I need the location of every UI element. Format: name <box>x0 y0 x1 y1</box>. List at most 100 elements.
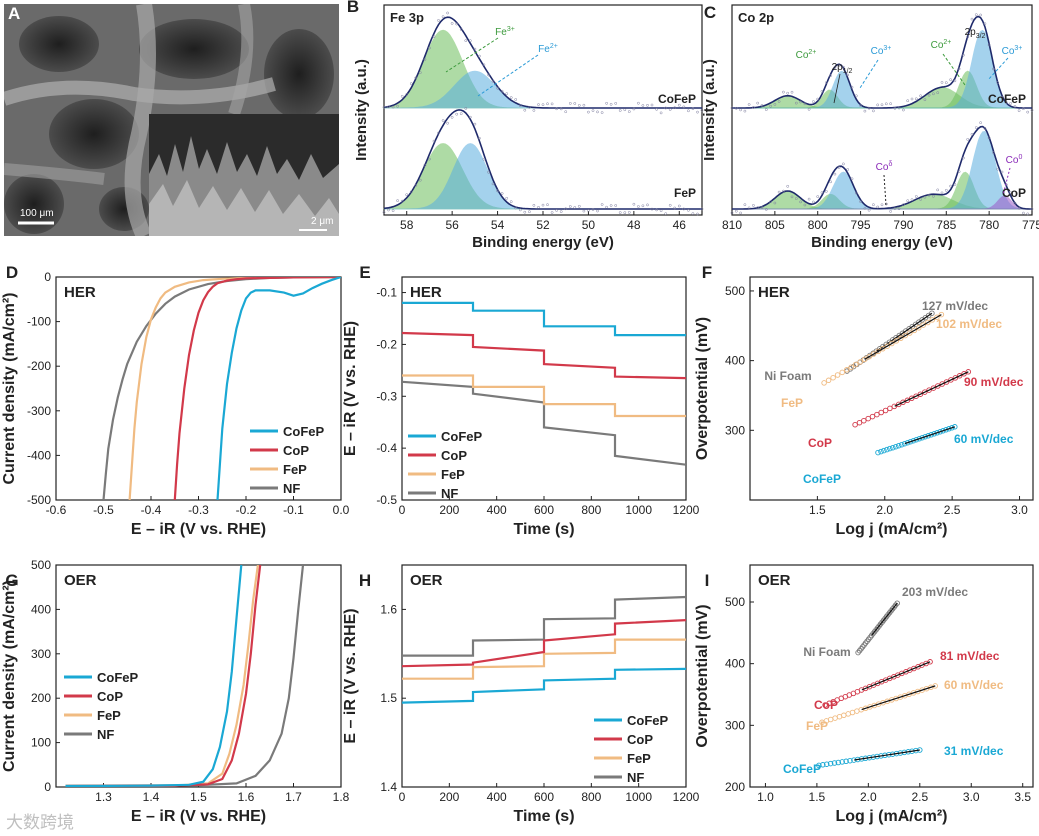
panel-b-data-point <box>396 104 399 108</box>
panel-e-xlabel: Time (s) <box>513 521 574 538</box>
panel-c-data-point <box>824 81 828 85</box>
panel-f-point-cop <box>948 377 954 383</box>
panel-g-xtick-label: 1.5 <box>190 790 207 804</box>
panel-b-data-point <box>409 190 413 194</box>
panel-f-point-cop <box>861 417 867 424</box>
panel-f-xtick-label: 2.5 <box>944 503 961 517</box>
panel-f-point-cofep <box>881 447 887 454</box>
panel-i-point-cofep <box>820 762 826 768</box>
panel-c-data-point <box>734 209 738 213</box>
panel-c-data-point <box>743 203 747 207</box>
panel-d-xtick-label: -0.5 <box>93 503 114 517</box>
panel-b-data-point <box>405 93 409 96</box>
scalebar-inset-label: 2 μm <box>311 216 334 227</box>
panel-c-data-point <box>876 205 880 209</box>
panel-b-data-point <box>627 211 631 214</box>
panel-b-data-point <box>496 189 499 193</box>
co-annotation: 2p1/2 <box>832 62 853 75</box>
panel-label-a: A <box>8 4 21 23</box>
panel-e-series-fep <box>402 374 686 418</box>
panel-b-data-point <box>637 101 640 105</box>
panel-f-point-cofep <box>910 437 917 444</box>
panel-c-data-point <box>910 97 914 101</box>
panel-b-data-point <box>646 203 649 207</box>
panel-d-ytick-label: -400 <box>27 448 51 462</box>
panel-c-data-point <box>906 99 910 103</box>
panel-b-data-point <box>696 212 699 216</box>
panel-g-series-fep <box>65 565 259 787</box>
panel-b-data-point <box>673 206 677 210</box>
panel-c-data-point <box>829 180 832 184</box>
panel-c-data-point <box>940 81 944 84</box>
panel-b-data-point <box>464 107 468 110</box>
panel-b-data-point <box>605 101 608 105</box>
panel-b-data-point <box>577 104 581 107</box>
panel-f-fit-line <box>894 371 969 407</box>
panel-b-data-point <box>618 109 622 112</box>
panel-f-point-cofep <box>925 433 931 439</box>
panel-c-data-point <box>846 73 850 77</box>
panel-c-data-point <box>919 94 922 98</box>
panel-c-data-point <box>854 94 858 98</box>
panel-b-data-point <box>564 207 568 211</box>
panel-c-data-point <box>914 97 918 101</box>
panel-c-data-point <box>730 106 734 110</box>
panel-c-data-point <box>966 138 970 141</box>
panel-c-data-point <box>932 92 935 96</box>
panel-f-point-fep <box>916 325 922 331</box>
panel-b-data-point <box>528 106 531 109</box>
panel-f-xtick-label: 3.0 <box>1011 503 1028 517</box>
panel-g-ytick-label: 500 <box>31 558 51 572</box>
panel-c-xtick-label: 800 <box>808 218 828 232</box>
panel-e-title: HER <box>410 284 442 301</box>
panel-c-data-point <box>812 200 815 204</box>
panel-b-data-point <box>505 196 509 200</box>
panel-c-data-point <box>872 203 875 207</box>
panel-c-frame <box>731 4 1033 216</box>
panel-c-data-point <box>1013 105 1017 108</box>
panel-g-xtick-label: 1.3 <box>95 790 112 804</box>
panel-b-xtick-label: 56 <box>445 218 459 232</box>
panel-c-data-point <box>962 156 965 160</box>
panel-c-data-point <box>970 17 974 21</box>
panel-f-point-cop <box>895 401 902 408</box>
panel-b-data-point <box>641 204 645 208</box>
panel-c-data-point <box>859 104 862 107</box>
panel-b-data-point <box>564 110 568 114</box>
panel-b-data-point <box>691 107 695 111</box>
panel-f-point-cofep <box>928 432 934 438</box>
panel-d-xlabel: E – iR (V vs. RHE) <box>131 521 266 538</box>
panel-f-ytick-label: 400 <box>725 354 745 368</box>
panel-b-data-point <box>464 39 468 42</box>
panel-b-data-point <box>659 111 663 115</box>
panel-c-data-point <box>790 90 794 94</box>
panel-g-series-nf <box>65 565 305 787</box>
panel-c-data-point <box>799 100 802 104</box>
panel-c-envelope <box>732 15 1032 109</box>
panel-i-slope-label: 31 mV/dec <box>944 744 1004 758</box>
panel-b-data-point <box>491 182 495 186</box>
panel-b-data-point <box>514 206 518 210</box>
panel-b-data-point <box>428 46 431 50</box>
panel-c-data-point <box>1004 101 1008 104</box>
panel-c-data-point <box>919 198 922 201</box>
panel-b-data-point <box>541 103 545 107</box>
panel-c-data-point <box>936 91 940 95</box>
panel-c-data-point <box>739 108 742 112</box>
panel-f-point-cofep <box>893 443 899 450</box>
panel-f-point-cop <box>935 383 941 389</box>
legend-label-fep: FeP <box>441 467 465 482</box>
panel-b-data-point <box>582 209 586 213</box>
panel-g-xtick-label: 1.6 <box>238 790 255 804</box>
panel-b-ylabel: Intensity (a.u.) <box>353 59 370 161</box>
panel-b-data-point <box>687 208 690 212</box>
panel-h-series-fep <box>402 638 686 680</box>
legend-label-cofep: CoFeP <box>283 424 325 439</box>
legend-label-nf: NF <box>441 486 458 501</box>
panel-c-data-point <box>936 188 940 192</box>
co-annotation: Co3+ <box>871 45 892 57</box>
panel-c-data-point <box>953 183 957 186</box>
panel-f-ylabel: Overpotential (mV) <box>694 317 711 460</box>
panel-c-data-point <box>790 195 794 199</box>
